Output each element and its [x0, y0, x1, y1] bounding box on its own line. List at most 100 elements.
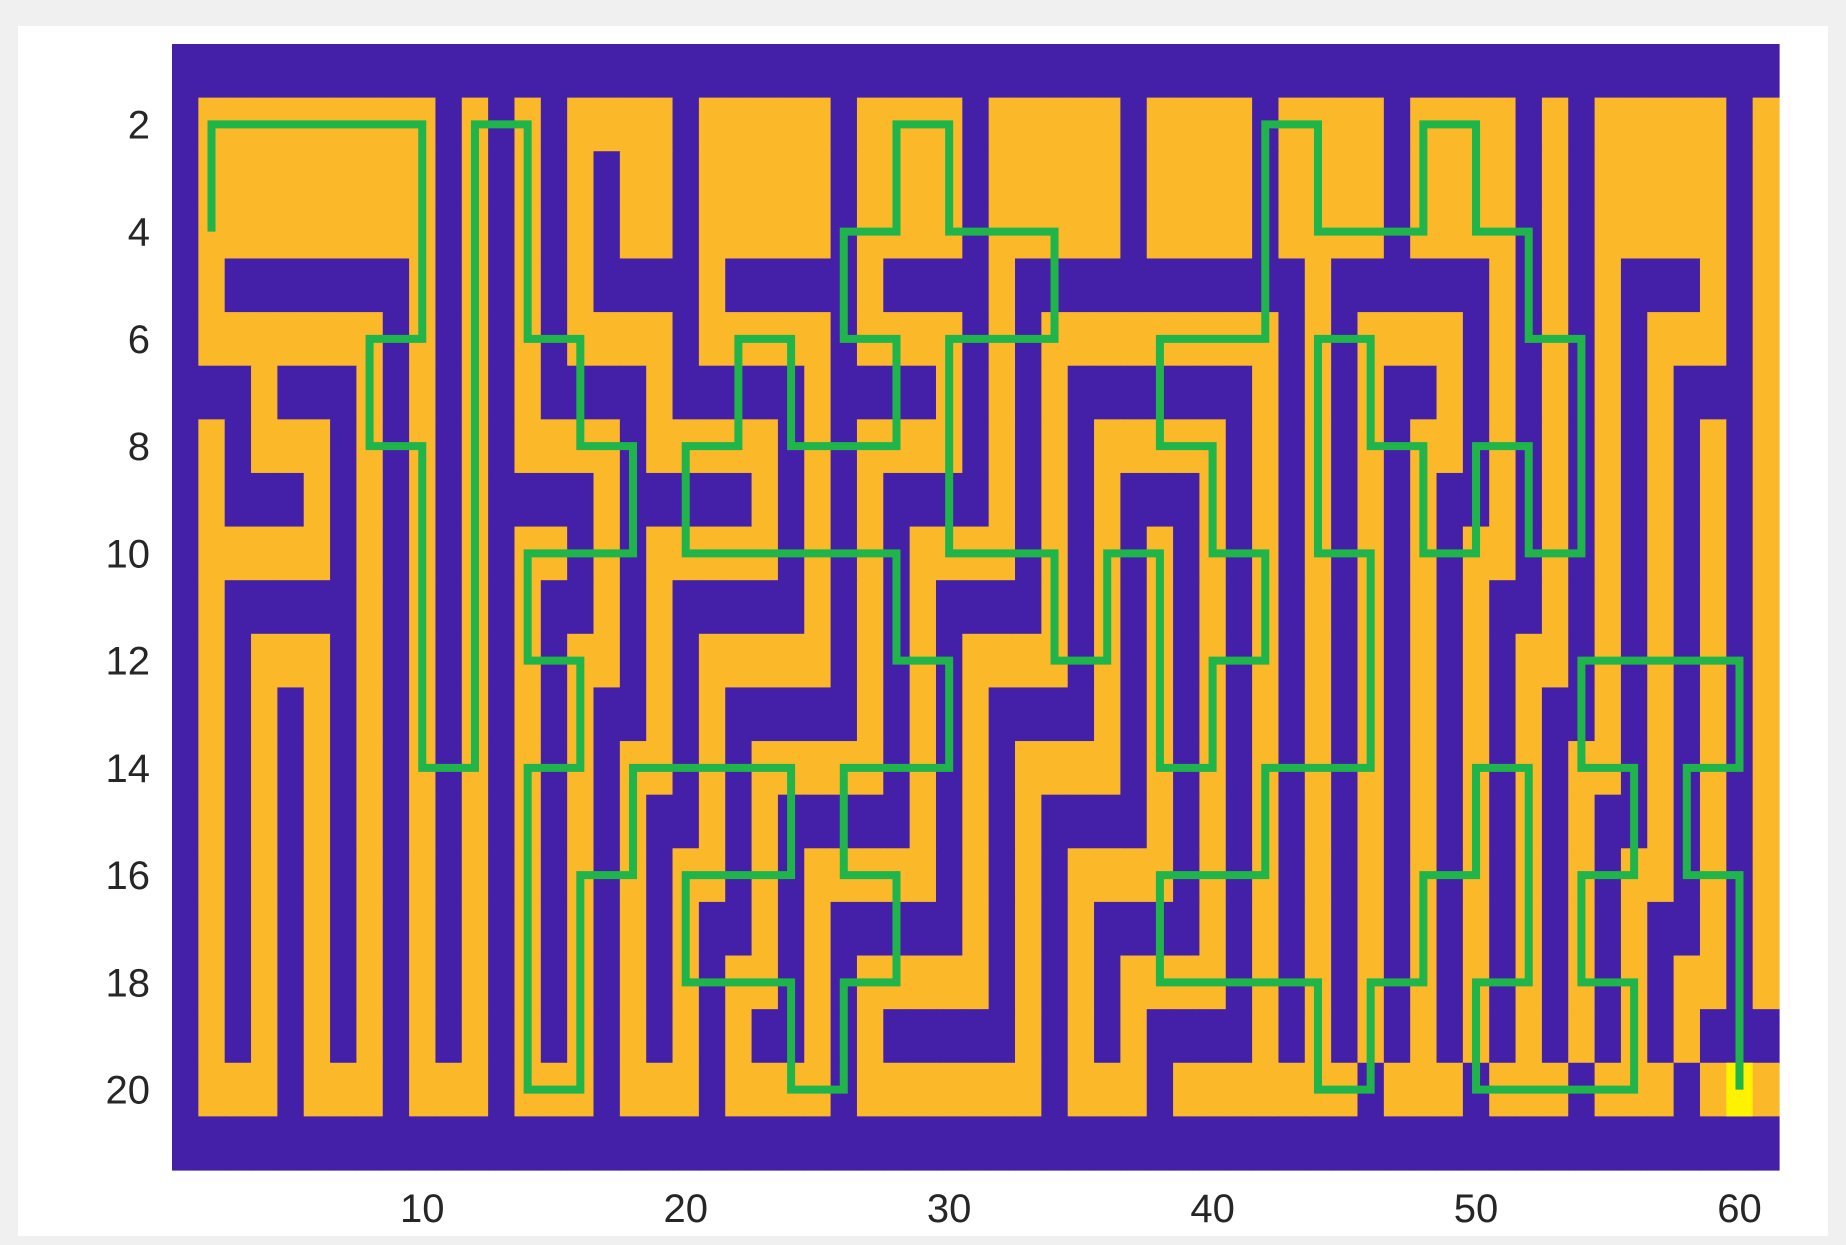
maze-open-cell: [1594, 258, 1622, 313]
maze-open-cell: [356, 633, 384, 689]
maze-open-cell: [804, 472, 832, 528]
maze-wall-cell: [883, 44, 911, 99]
maze-wall-cell: [883, 1009, 911, 1064]
y-tick-label: 12: [106, 640, 151, 684]
maze-wall-cell: [1515, 151, 1543, 206]
maze-wall-cell: [435, 44, 463, 99]
maze-wall-cell: [1225, 419, 1253, 474]
maze-open-cell: [804, 741, 832, 796]
maze-open-cell: [1383, 312, 1411, 367]
maze-open-cell: [303, 741, 331, 796]
maze-wall-cell: [435, 794, 463, 849]
maze-open-cell: [514, 687, 542, 742]
maze-open-cell: [409, 848, 437, 903]
maze-wall-cell: [1331, 687, 1359, 742]
maze-wall-cell: [251, 258, 278, 313]
maze-wall-cell: [935, 258, 963, 313]
maze-open-cell: [1120, 312, 1148, 367]
maze-wall-cell: [488, 44, 516, 99]
maze-open-cell: [1015, 1009, 1042, 1064]
maze-wall-cell: [672, 794, 700, 849]
maze-wall-cell: [514, 44, 542, 99]
maze-wall-cell: [1673, 258, 1701, 313]
maze-open-cell: [198, 312, 226, 367]
maze-wall-cell: [172, 365, 199, 420]
maze-open-cell: [1304, 794, 1332, 849]
maze-open-cell: [1620, 204, 1648, 260]
maze-wall-cell: [1647, 258, 1675, 313]
maze-open-cell: [751, 472, 779, 528]
maze-open-cell: [1699, 955, 1727, 1010]
maze-open-cell: [251, 794, 278, 849]
maze-open-cell: [1594, 580, 1622, 635]
maze-wall-cell: [1541, 848, 1569, 903]
maze-wall-cell: [962, 580, 990, 635]
maze-open-cell: [1568, 794, 1596, 849]
maze-wall-cell: [988, 794, 1016, 849]
maze-wall-cell: [198, 1116, 226, 1171]
maze-wall-cell: [1278, 687, 1306, 742]
maze-wall-cell: [1146, 44, 1174, 99]
maze-wall-cell: [540, 580, 568, 635]
maze-wall-cell: [540, 97, 568, 152]
maze-wall-cell: [1620, 472, 1648, 528]
maze-wall-cell: [172, 848, 199, 903]
maze-open-cell: [962, 633, 990, 689]
maze-wall-cell: [1041, 1062, 1069, 1117]
maze-open-cell: [1199, 1062, 1227, 1117]
maze-wall-cell: [224, 687, 252, 742]
maze-open-cell: [804, 901, 832, 957]
maze-wall-cell: [330, 794, 358, 849]
maze-wall-cell: [804, 1116, 832, 1171]
maze-wall-cell: [277, 1009, 305, 1064]
maze-open-cell: [593, 97, 621, 152]
maze-wall-cell: [1067, 794, 1095, 849]
maze-wall-cell: [1173, 794, 1201, 849]
maze-open-cell: [303, 1009, 331, 1064]
maze-wall-cell: [698, 1062, 726, 1117]
maze-open-cell: [1146, 97, 1174, 152]
maze-wall-cell: [1673, 901, 1701, 957]
maze-open-cell: [1304, 687, 1332, 742]
maze-open-cell: [672, 1062, 700, 1117]
maze-wall-cell: [277, 741, 305, 796]
maze-open-cell: [356, 580, 384, 635]
maze-open-cell: [1462, 687, 1490, 742]
maze-open-cell: [1252, 365, 1280, 420]
maze-open-cell: [935, 955, 963, 1010]
maze-wall-cell: [488, 848, 516, 903]
maze-wall-cell: [277, 258, 305, 313]
maze-wall-cell: [672, 204, 700, 260]
maze-open-cell: [1541, 419, 1569, 474]
maze-wall-cell: [1278, 365, 1306, 420]
maze-open-cell: [1462, 901, 1490, 957]
maze-wall-cell: [567, 1116, 595, 1171]
maze-open-cell: [303, 794, 331, 849]
maze-open-cell: [224, 312, 252, 367]
maze-open-cell: [198, 419, 226, 474]
maze-wall-cell: [672, 1116, 700, 1171]
maze-open-cell: [1173, 151, 1201, 206]
maze-open-cell: [1278, 204, 1306, 260]
maze-wall-cell: [409, 44, 437, 99]
maze-wall-cell: [988, 955, 1016, 1010]
maze-wall-cell: [619, 44, 647, 99]
maze-open-cell: [1436, 204, 1464, 260]
maze-open-cell: [1541, 365, 1569, 420]
maze-wall-cell: [1146, 472, 1174, 528]
y-tick-label: 4: [128, 211, 150, 255]
maze-open-cell: [751, 901, 779, 957]
maze-open-cell: [1094, 472, 1121, 528]
maze-open-cell: [1541, 151, 1569, 206]
maze-wall-cell: [172, 741, 199, 796]
maze-open-cell: [356, 848, 384, 903]
maze-wall-cell: [382, 1062, 410, 1117]
maze-wall-cell: [1489, 901, 1517, 957]
maze-wall-cell: [382, 258, 410, 313]
maze-open-cell: [856, 151, 884, 206]
maze-wall-cell: [1462, 312, 1490, 367]
maze-wall-cell: [1383, 687, 1411, 742]
maze-wall-cell: [382, 1009, 410, 1064]
maze-wall-cell: [1331, 258, 1359, 313]
maze-wall-cell: [1515, 365, 1543, 420]
